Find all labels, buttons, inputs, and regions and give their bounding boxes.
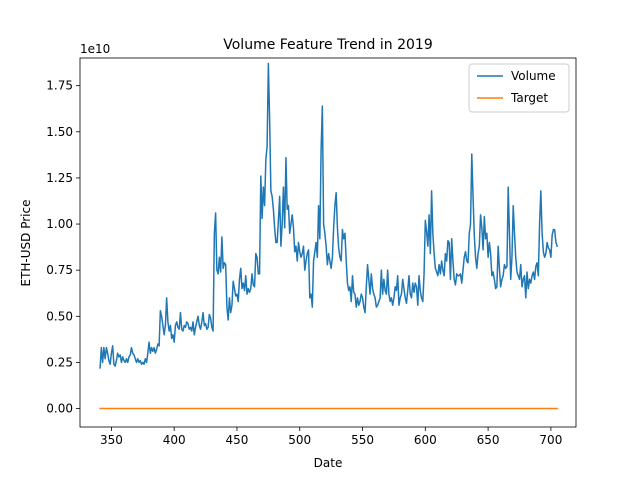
chart-title: Volume Feature Trend in 2019: [223, 37, 432, 53]
x-tick-label: 550: [351, 433, 374, 447]
x-tick-label: 700: [539, 433, 562, 447]
y-tick-label: 1.75: [46, 79, 73, 93]
x-tick-label: 350: [100, 433, 123, 447]
y-tick-label: 0.50: [46, 309, 73, 323]
series-layer: [99, 62, 559, 410]
x-tick-label: 400: [163, 433, 186, 447]
legend-label-volume: Volume: [511, 69, 556, 83]
x-tick-label: 500: [288, 433, 311, 447]
axes-layer: 350 400 450 500 550 600 650 700 0.00 0.25 0.50 0.75…: [46, 57, 577, 447]
y-axis-label: ETH-USD Price: [19, 200, 33, 287]
x-tick-label: 600: [414, 433, 437, 447]
legend-label-target: Target: [510, 91, 548, 105]
plot-frame: [79, 57, 577, 428]
x-tick-label: 650: [477, 433, 500, 447]
series-line-volume: [99, 62, 559, 369]
y-axis-offset-label: 1e10: [80, 42, 110, 56]
y-tick-label: 1.00: [46, 217, 73, 231]
legend: Volume Target: [468, 63, 570, 113]
x-tick-label: 450: [226, 433, 249, 447]
y-tick-label: 0.25: [46, 355, 73, 369]
y-tick-label: 0.75: [46, 263, 73, 277]
y-tick-label: 1.25: [46, 171, 73, 185]
y-tick-label: 1.50: [46, 125, 73, 139]
x-axis-label: Date: [314, 456, 343, 470]
y-tick-label: 0.00: [46, 402, 73, 416]
